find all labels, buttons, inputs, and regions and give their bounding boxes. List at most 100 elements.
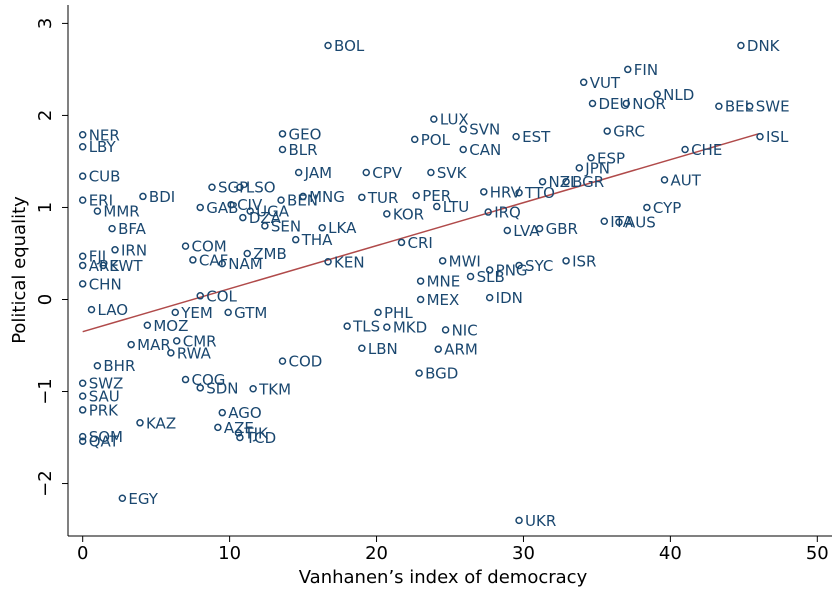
point-label: MWI xyxy=(449,252,481,270)
point xyxy=(480,188,488,196)
point-label: BEL xyxy=(725,98,754,116)
y-tick-label: 3 xyxy=(35,18,56,29)
point-label: LKA xyxy=(328,219,357,237)
point-label: SWE xyxy=(756,98,790,116)
point xyxy=(603,127,611,135)
point-label: ZMB xyxy=(253,245,287,263)
point-label: SVN xyxy=(469,121,500,139)
point xyxy=(624,65,632,74)
point-label: LTU xyxy=(443,198,469,216)
point xyxy=(427,168,435,177)
point-label: ISR xyxy=(572,252,596,270)
point-label: SYC xyxy=(525,257,553,275)
point-label: GAB xyxy=(206,199,238,217)
point xyxy=(600,217,609,226)
x-tick-label: 10 xyxy=(218,543,241,564)
point-label: IDN xyxy=(496,289,523,307)
point xyxy=(189,256,197,264)
point-label: AUT xyxy=(671,171,702,189)
y-tick-label: 1 xyxy=(35,202,56,213)
point xyxy=(236,433,244,442)
point-label: ARE xyxy=(89,257,119,275)
point-label: LBN xyxy=(368,340,398,358)
point xyxy=(181,242,190,250)
point-label: GEO xyxy=(289,125,322,143)
point-label: IRQ xyxy=(494,204,521,222)
point xyxy=(167,349,175,357)
point xyxy=(416,295,425,304)
point xyxy=(410,135,419,144)
point xyxy=(143,321,152,330)
point xyxy=(208,183,216,191)
point-label: BLR xyxy=(289,141,318,159)
y-tick-label: 0 xyxy=(35,294,56,305)
x-tick-label: 20 xyxy=(365,543,388,564)
point xyxy=(294,168,303,177)
point xyxy=(78,131,87,139)
point xyxy=(660,176,669,184)
point xyxy=(171,308,180,317)
point-label: BGR xyxy=(572,173,604,191)
x-tick-label: 50 xyxy=(806,543,829,564)
point-label: NAM xyxy=(228,255,262,273)
point-label: ARM xyxy=(444,341,478,359)
point xyxy=(224,308,232,317)
point-label: NZL xyxy=(549,173,579,191)
point xyxy=(383,210,391,218)
point-label: BGD xyxy=(425,365,458,383)
point-label: JPN xyxy=(584,159,610,177)
point xyxy=(615,218,623,226)
point xyxy=(358,344,366,353)
point xyxy=(278,145,287,154)
point xyxy=(99,261,108,270)
point xyxy=(485,293,494,302)
point xyxy=(78,437,87,445)
point xyxy=(218,259,227,268)
point-label: AGO xyxy=(228,404,261,422)
point xyxy=(236,183,244,191)
point-label: SDN xyxy=(206,379,238,397)
point xyxy=(234,429,243,437)
point-label: COM xyxy=(192,238,227,256)
point-label: NOR xyxy=(632,95,665,113)
point xyxy=(430,115,438,123)
point xyxy=(575,164,584,172)
point-label: ERI xyxy=(89,192,113,210)
point-label: NIC xyxy=(452,321,478,339)
point-label: TTO xyxy=(524,184,555,202)
point xyxy=(459,125,467,133)
x-tick-label: 30 xyxy=(512,543,535,564)
point-label: QAT xyxy=(89,433,120,451)
point xyxy=(397,238,406,247)
point-label: CIV xyxy=(237,196,263,214)
point-label: NLD xyxy=(663,86,694,104)
point-label: ISL xyxy=(766,128,789,146)
point xyxy=(503,226,512,235)
point xyxy=(78,392,87,400)
point-label: SVK xyxy=(437,164,468,182)
point-label: PER xyxy=(422,187,451,205)
point xyxy=(136,419,144,427)
point xyxy=(434,345,442,353)
point xyxy=(78,196,87,204)
point-label: POL xyxy=(421,131,451,149)
point-label: CPV xyxy=(372,164,403,182)
point xyxy=(93,207,102,215)
point-label: LAO xyxy=(98,301,129,319)
point xyxy=(108,224,116,233)
point-label: NER xyxy=(89,126,120,144)
point-label: YEM xyxy=(180,304,213,322)
point xyxy=(745,102,754,110)
fit-line xyxy=(82,133,759,333)
point-label: TKM xyxy=(258,380,291,398)
point-label: PHL xyxy=(384,304,413,322)
point-label: GBR xyxy=(546,220,578,238)
point-label: BEN xyxy=(287,192,318,210)
point-label: THA xyxy=(301,231,333,249)
point-label: MNE xyxy=(427,273,461,291)
point xyxy=(87,305,96,314)
point xyxy=(538,177,547,186)
point-label: LBY xyxy=(89,138,117,156)
point-label: EGY xyxy=(128,490,158,508)
